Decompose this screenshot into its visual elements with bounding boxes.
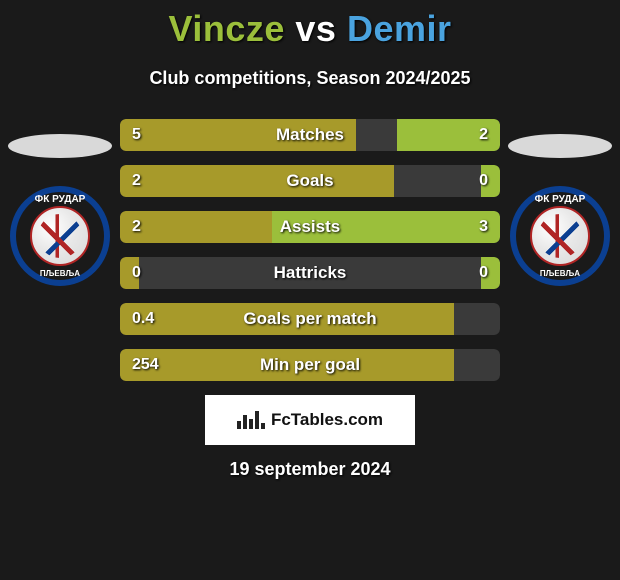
badge-top-text: ФК РУДАР xyxy=(510,194,610,205)
player2-name: Demir xyxy=(347,8,452,49)
badge-bottom-text: ПЉЕВЉА xyxy=(510,269,610,278)
brand-footer: FcTables.com xyxy=(205,395,415,445)
card-title: Vincze vs Demir xyxy=(0,8,620,50)
bar-left-fill xyxy=(120,211,272,243)
stat-row: 52Matches xyxy=(120,119,500,151)
brand-icon-bar xyxy=(243,415,247,429)
stat-right-value: 3 xyxy=(479,218,488,236)
stat-row: 23Assists xyxy=(120,211,500,243)
player1-club-badge: ФК РУДАР ПЉЕВЉА xyxy=(10,186,110,286)
badge-ball xyxy=(530,206,590,266)
stat-left-value: 0 xyxy=(132,264,141,282)
badge-ball xyxy=(30,206,90,266)
stat-right-value: 0 xyxy=(479,264,488,282)
stat-row: 00Hattricks xyxy=(120,257,500,289)
brand-icon xyxy=(237,411,265,429)
bar-track xyxy=(120,257,500,289)
bar-left-fill xyxy=(120,303,454,335)
stat-left-value: 254 xyxy=(132,356,159,374)
stat-row: 20Goals xyxy=(120,165,500,197)
stat-left-value: 5 xyxy=(132,126,141,144)
main-layout: ФК РУДАР ПЉЕВЉА 52Matches20Goals23Assist… xyxy=(0,119,620,381)
stat-row: 254Min per goal xyxy=(120,349,500,381)
badge-top-text: ФК РУДАР xyxy=(10,194,110,205)
player2-silhouette xyxy=(508,134,612,158)
stat-bars: 52Matches20Goals23Assists00Hattricks0.4G… xyxy=(120,119,500,381)
badge-stripes xyxy=(38,214,82,258)
right-column: ФК РУДАР ПЉЕВЉА xyxy=(500,119,620,286)
stat-right-value: 2 xyxy=(479,126,488,144)
bar-left-fill xyxy=(120,349,454,381)
badge-stripes xyxy=(538,214,582,258)
stat-left-value: 0.4 xyxy=(132,310,154,328)
brand-icon-bar xyxy=(255,411,259,429)
card-date: 19 september 2024 xyxy=(0,459,620,480)
brand-icon-bar xyxy=(237,421,241,429)
brand-icon-bar xyxy=(261,423,265,429)
badge-bottom-text: ПЉЕВЉА xyxy=(10,269,110,278)
bar-right-fill xyxy=(272,211,500,243)
card-subtitle: Club competitions, Season 2024/2025 xyxy=(0,68,620,89)
brand-icon-bar xyxy=(249,419,253,429)
stat-row: 0.4Goals per match xyxy=(120,303,500,335)
bar-left-fill xyxy=(120,165,394,197)
stat-left-value: 2 xyxy=(132,172,141,190)
stat-left-value: 2 xyxy=(132,218,141,236)
stat-right-value: 0 xyxy=(479,172,488,190)
player1-name: Vincze xyxy=(168,8,284,49)
player2-club-badge: ФК РУДАР ПЉЕВЉА xyxy=(510,186,610,286)
bar-left-fill xyxy=(120,119,356,151)
comparison-card: Vincze vs Demir Club competitions, Seaso… xyxy=(0,0,620,480)
left-column: ФК РУДАР ПЉЕВЉА xyxy=(0,119,120,286)
player1-silhouette xyxy=(8,134,112,158)
vs-text: vs xyxy=(295,8,336,49)
brand-text: FcTables.com xyxy=(271,410,383,430)
